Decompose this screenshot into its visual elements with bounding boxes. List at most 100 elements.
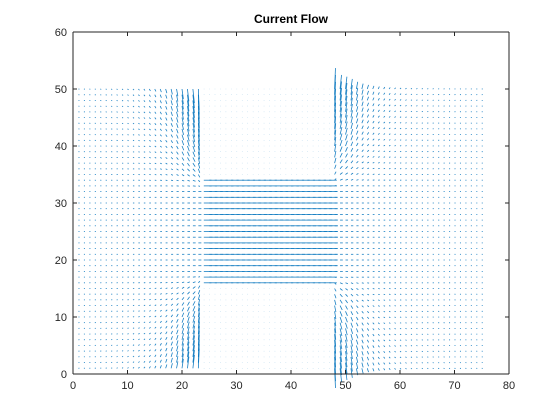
quiver-arrow (170, 162, 174, 165)
quiver-arrow (350, 160, 354, 164)
quiver-arrow (356, 154, 359, 158)
quiver-arrow (148, 88, 151, 92)
quiver-arrow (170, 140, 173, 144)
quiver-arrow (372, 97, 375, 101)
quiver-arrow (154, 100, 157, 103)
quiver-arrow (197, 140, 200, 151)
quiver-arrow (388, 333, 391, 336)
quiver-arrow (181, 134, 185, 141)
quiver-arrow (165, 145, 168, 148)
quiver-arrow (410, 105, 413, 107)
quiver-arrow (356, 148, 359, 152)
quiver-arrow (372, 322, 375, 325)
quiver-arrow (345, 115, 348, 124)
quiver-arrow (388, 339, 391, 342)
quiver-arrow (383, 356, 386, 359)
quiver-arrow (361, 311, 364, 314)
quiver-arrow (154, 105, 157, 109)
quiver-arrow (148, 94, 151, 97)
quiver-arrow (159, 145, 162, 148)
quiver-arrow (394, 116, 396, 118)
quiver-arrow (399, 93, 402, 95)
quiver-arrow (187, 100, 190, 112)
quiver-arrow (165, 100, 168, 105)
quiver-arrow (383, 350, 386, 353)
quiver-arrow (197, 134, 200, 146)
quiver-arrow (154, 151, 157, 153)
quiver-arrow (366, 328, 370, 331)
quiver-arrow (334, 328, 337, 340)
quiver-arrow (350, 122, 353, 130)
quiver-arrow (170, 363, 173, 369)
quiver-arrow (377, 115, 380, 118)
quiver-arrow (149, 321, 151, 324)
quiver-arrow (388, 322, 391, 324)
quiver-arrow (181, 327, 185, 335)
quiver-arrow (399, 339, 402, 341)
quiver-arrow (399, 110, 402, 113)
quiver-arrow (197, 174, 201, 178)
quiver-arrow (367, 305, 370, 308)
quiver-arrow (339, 126, 343, 135)
quiver-arrow (187, 311, 190, 318)
quiver-arrow (350, 305, 354, 309)
quiver-arrow (361, 131, 364, 135)
quiver-arrow (176, 308, 179, 312)
quiver-arrow (345, 108, 348, 118)
quiver-arrow (176, 334, 179, 340)
quiver-arrow (383, 333, 386, 336)
quiver-arrow (165, 358, 168, 363)
quiver-arrow (372, 310, 375, 313)
quiver-arrow (356, 299, 359, 302)
quiver-arrow (372, 103, 375, 107)
quiver-arrow (399, 99, 402, 101)
quiver-arrow (334, 178, 337, 181)
quiver-arrow (159, 365, 162, 369)
quiver-arrow (356, 93, 359, 101)
quiver-arrow (138, 117, 140, 119)
quiver-arrow (187, 296, 190, 301)
quiver-arrow (339, 133, 343, 141)
quiver-arrow (187, 157, 190, 162)
quiver-arrow (377, 127, 380, 130)
quiver-arrow (399, 122, 402, 124)
quiver-arrow (383, 98, 386, 101)
quiver-arrow (159, 326, 162, 329)
y-tick-label: 40 (55, 141, 67, 153)
quiver-arrow (165, 140, 168, 143)
quiver-arrow (154, 332, 157, 335)
quiver-arrow (378, 162, 380, 164)
quiver-arrow (127, 361, 129, 363)
x-tick-label: 80 (503, 380, 515, 392)
quiver-arrow (176, 168, 179, 171)
quiver-arrow (149, 338, 151, 341)
quiver-arrow (138, 145, 140, 147)
quiver-arrow (394, 122, 396, 124)
quiver-arrow (372, 132, 375, 135)
quiver-arrow (192, 320, 196, 329)
quiver-arrow (388, 133, 391, 135)
quiver-arrow (377, 322, 380, 325)
quiver-arrow (127, 88, 129, 91)
quiver-arrow (159, 331, 162, 335)
quiver-arrow (356, 345, 359, 351)
quiver-arrow (132, 122, 135, 125)
quiver-arrow (127, 117, 129, 119)
quiver-arrow (416, 362, 418, 364)
quiver-arrow (388, 87, 391, 90)
quiver-arrow (416, 99, 418, 101)
quiver-arrow (187, 134, 190, 142)
quiver-arrow (176, 356, 179, 363)
quiver-arrow (197, 294, 201, 301)
quiver-arrow (345, 305, 348, 310)
quiver-arrow (361, 83, 364, 90)
quiver-arrow (350, 78, 353, 90)
quiver-arrow (198, 280, 201, 284)
quiver-arrow (350, 110, 353, 118)
quiver-arrow (143, 338, 146, 341)
quiver-arrow (148, 105, 151, 108)
quiver-arrow (394, 333, 396, 336)
quiver-arrow (394, 316, 396, 318)
quiver-arrow (350, 293, 354, 297)
quiver-arrow (361, 351, 364, 356)
